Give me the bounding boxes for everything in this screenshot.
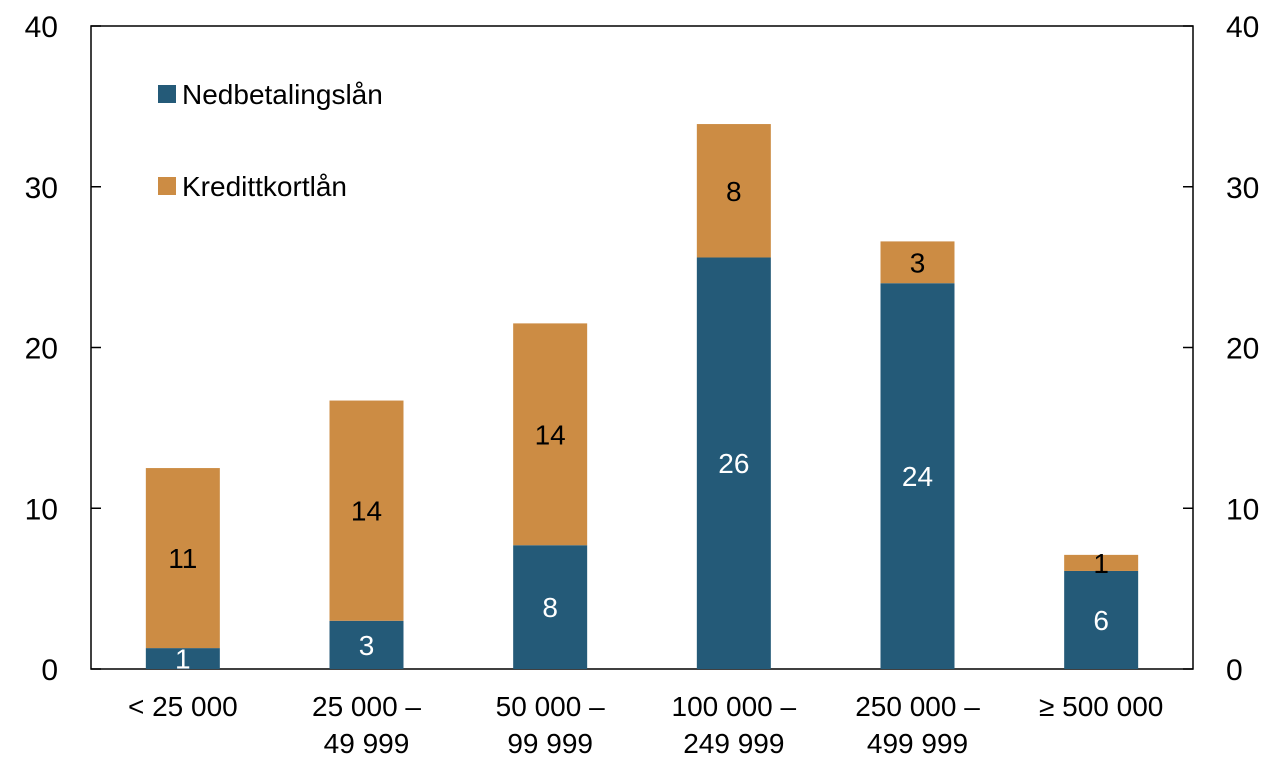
left-tick-label: 10 bbox=[25, 493, 58, 526]
legend: Nedbetalingslån Kredittkortlån bbox=[158, 79, 383, 202]
bar-segment-kredittkortlan bbox=[329, 400, 404, 621]
bar-value-label: 24 bbox=[902, 461, 933, 492]
x-category-label: 249 999 bbox=[683, 728, 784, 759]
bar-value-label: 1 bbox=[175, 644, 191, 675]
bar-value-label: 8 bbox=[726, 176, 742, 207]
x-category-label: 100 000 – bbox=[672, 691, 797, 722]
bar-value-label: 1 bbox=[1093, 548, 1109, 579]
legend-swatch bbox=[158, 85, 176, 103]
bar-value-label: 3 bbox=[359, 630, 375, 661]
right-tick-label: 10 bbox=[1226, 493, 1259, 526]
x-category-label: 499 999 bbox=[867, 728, 968, 759]
x-category-label: 250 000 – bbox=[855, 691, 980, 722]
left-y-axis: 0 10 20 30 40 bbox=[25, 11, 101, 687]
right-tick-label: 30 bbox=[1226, 172, 1259, 205]
bar-value-label: 8 bbox=[542, 592, 558, 623]
x-category-label: 99 999 bbox=[507, 728, 593, 759]
right-y-axis: 0 10 20 30 40 bbox=[1183, 11, 1259, 687]
legend-label: Kredittkortlån bbox=[182, 171, 347, 202]
x-category-label: 25 000 – bbox=[312, 691, 421, 722]
bar-segment-kredittkortlan bbox=[880, 241, 955, 284]
bar-segment-kredittkortlan bbox=[696, 124, 771, 258]
right-tick-label: 20 bbox=[1226, 333, 1259, 366]
bar-segment-nedbetalingslan bbox=[329, 620, 404, 669]
left-tick-label: 40 bbox=[25, 11, 58, 44]
bar-value-label: 14 bbox=[535, 419, 566, 450]
bar-value-label: 11 bbox=[168, 543, 197, 574]
left-tick-label: 0 bbox=[41, 654, 58, 687]
bar-segment-nedbetalingslan bbox=[696, 257, 771, 669]
legend-label: Nedbetalingslån bbox=[182, 79, 383, 110]
bar-segment-nedbetalingslan bbox=[145, 648, 220, 669]
bars bbox=[145, 124, 1139, 669]
x-axis-categories: < 25 000 25 000 – 49 999 50 000 – 99 999 100 … bbox=[128, 691, 1163, 759]
left-tick-label: 30 bbox=[25, 172, 58, 205]
bar-segment-kredittkortlan bbox=[145, 468, 220, 649]
bar-segment-kredittkortlan bbox=[513, 323, 588, 546]
x-category-label: < 25 000 bbox=[128, 691, 238, 722]
bar-segment-kredittkortlan bbox=[1064, 554, 1139, 571]
bar-segment-nedbetalingslan bbox=[513, 545, 588, 669]
plot-frame bbox=[90, 25, 1194, 670]
bar-segment-nedbetalingslan bbox=[880, 283, 955, 669]
bar-segment-nedbetalingslan bbox=[1064, 570, 1139, 669]
right-tick-label: 40 bbox=[1226, 11, 1259, 44]
legend-swatch bbox=[158, 177, 176, 195]
bar-value-label: 26 bbox=[718, 448, 749, 479]
x-category-label: ≥ 500 000 bbox=[1039, 691, 1163, 722]
bar-value-label: 14 bbox=[351, 496, 382, 527]
x-category-label: 50 000 – bbox=[496, 691, 605, 722]
x-category-label: 49 999 bbox=[324, 728, 410, 759]
bar-value-label: 6 bbox=[1093, 605, 1109, 636]
right-tick-label: 0 bbox=[1226, 654, 1243, 687]
left-tick-label: 20 bbox=[25, 333, 58, 366]
bar-value-label: 3 bbox=[910, 247, 926, 278]
